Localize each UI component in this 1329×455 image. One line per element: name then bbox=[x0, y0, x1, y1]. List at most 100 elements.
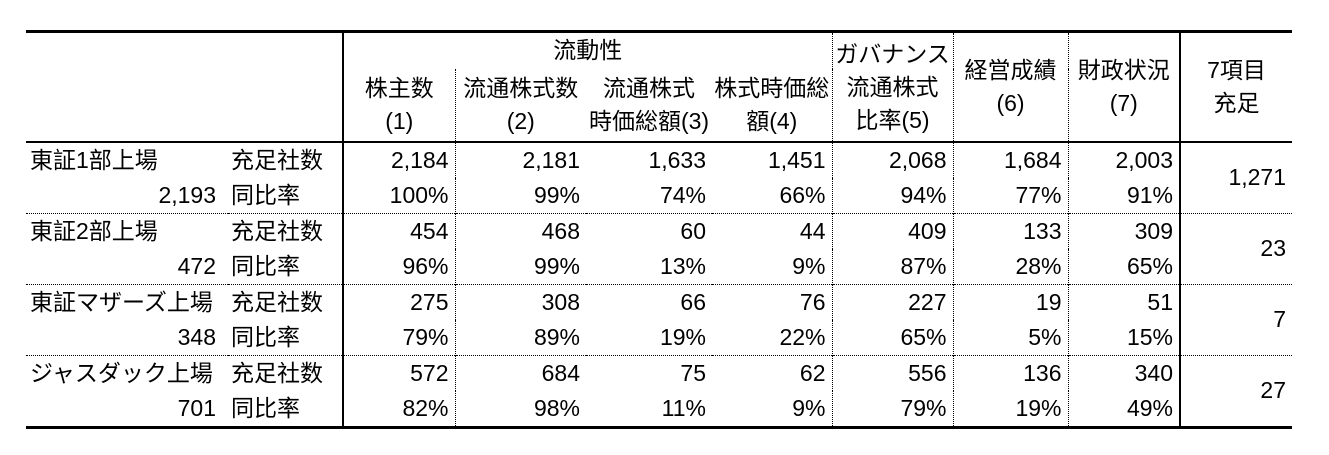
header-shareholders: 株主数 (1) bbox=[343, 69, 456, 142]
count-cell: 1,633 bbox=[586, 141, 712, 178]
count-cell: 2,181 bbox=[455, 141, 586, 178]
ratio-cell: 100% bbox=[343, 178, 456, 214]
count-cell: 308 bbox=[455, 284, 586, 320]
ratio-cell: 49% bbox=[1068, 391, 1181, 428]
header-tradable-shares-line2: (2) bbox=[506, 108, 535, 134]
market-total: 348 bbox=[177, 323, 216, 350]
table-row: ジャスダック上場 充足社数 572 684 75 62 556 136 340 … bbox=[26, 355, 1292, 428]
count-cell: 2,068 bbox=[832, 141, 954, 178]
header-spacer bbox=[26, 31, 344, 142]
count-cell: 66 bbox=[586, 284, 712, 320]
row-label-ratio: 同比率 bbox=[228, 249, 344, 285]
table-row: 東証マザーズ上場 充足社数 275 308 66 76 227 19 51 7 bbox=[26, 284, 1292, 356]
ratio-cell: 87% bbox=[832, 249, 954, 285]
ratio-cell: 28% bbox=[953, 249, 1069, 285]
market-total: 472 bbox=[177, 252, 216, 279]
ratio-cell: 82% bbox=[343, 391, 456, 428]
count-cell: 1,451 bbox=[712, 141, 833, 178]
ratio-cell: 65% bbox=[832, 320, 954, 356]
ratio-cell: 66% bbox=[712, 178, 833, 214]
count-cell: 340 bbox=[1068, 355, 1181, 391]
table-row: 2,193 同比率 100% 99% 74% 66% 94% 77% 91% bbox=[26, 178, 1292, 214]
ratio-cell: 96% bbox=[343, 249, 456, 285]
row-label-satisfied: 充足社数 bbox=[228, 284, 344, 320]
market-total: 2,193 bbox=[158, 181, 216, 208]
count-cell: 136 bbox=[953, 355, 1069, 391]
ratio-cell: 94% bbox=[832, 178, 954, 214]
header-mcap-line1: 株式時価総 bbox=[714, 75, 830, 101]
market-total: 701 bbox=[177, 394, 216, 421]
row-label-ratio: 同比率 bbox=[228, 320, 344, 356]
market-name: 東証マザーズ上場 bbox=[26, 284, 228, 320]
row-label-ratio: 同比率 bbox=[228, 391, 344, 428]
all7-cell: 1,271 bbox=[1180, 141, 1292, 214]
header-financial: 財政状況 (7) bbox=[1068, 31, 1181, 142]
ratio-cell: 89% bbox=[533, 323, 580, 350]
count-cell: 44 bbox=[712, 213, 833, 249]
ratio-cell: 15% bbox=[1068, 320, 1181, 356]
header-liquidity-group: 流動性 bbox=[343, 31, 833, 69]
header-mcap: 株式時価総 額(4) bbox=[712, 69, 833, 142]
table-row: 東証1部上場 充足社数 2,184 2,181 1,633 1,451 2,06… bbox=[26, 141, 1292, 214]
all7-cell: 7 bbox=[1180, 284, 1292, 356]
listing-criteria-table: 流動性 ガバナンス 流通株式 比率(5) 経営成績 (6) 財政状況 (7) 7… bbox=[26, 30, 1292, 429]
count-cell: 51 bbox=[1068, 284, 1181, 320]
header-all7-line2: 充足 bbox=[1213, 90, 1260, 116]
table-row: 701 同比率 82% 98% 11% 9% 79% 19% 49% bbox=[26, 391, 1292, 428]
all7-cell: 23 bbox=[1180, 213, 1292, 285]
ratio-cell: 13% bbox=[659, 252, 706, 279]
ratio-cell: 79% bbox=[343, 320, 456, 356]
ratio-cell: 99% bbox=[533, 181, 580, 208]
header-tradable-mcap-line2: 時価総額(3) bbox=[588, 108, 710, 134]
count-cell: 2,003 bbox=[1068, 141, 1181, 178]
count-cell: 133 bbox=[953, 213, 1069, 249]
ratio-cell: 9% bbox=[712, 249, 833, 285]
header-financial-line1: 財政状況 bbox=[1077, 57, 1170, 83]
count-cell: 409 bbox=[832, 213, 954, 249]
count-cell: 62 bbox=[712, 355, 833, 391]
market-name: ジャスダック上場 bbox=[26, 355, 228, 391]
count-cell: 227 bbox=[832, 284, 954, 320]
count-cell: 684 bbox=[455, 355, 586, 391]
header-performance-line2: (6) bbox=[996, 90, 1025, 116]
header-performance: 経営成績 (6) bbox=[953, 31, 1069, 142]
header-tradable-mcap-line1: 流通株式 bbox=[603, 75, 695, 101]
table-row: 東証2部上場 充足社数 454 468 60 44 409 133 309 23 bbox=[26, 213, 1292, 285]
header-shareholders-line1: 株主数 bbox=[364, 75, 434, 101]
ratio-cell: 9% bbox=[712, 391, 833, 428]
count-cell: 275 bbox=[343, 284, 456, 320]
count-cell: 454 bbox=[343, 213, 456, 249]
ratio-cell: 99% bbox=[533, 252, 580, 279]
count-cell: 556 bbox=[832, 355, 954, 391]
count-cell: 309 bbox=[1068, 213, 1181, 249]
ratio-cell: 65% bbox=[1068, 249, 1181, 285]
ratio-cell: 91% bbox=[1068, 178, 1181, 214]
ratio-cell: 19% bbox=[953, 391, 1069, 428]
header-governance-line3: 比率(5) bbox=[855, 106, 930, 133]
ratio-cell: 5% bbox=[953, 320, 1069, 356]
count-cell: 2,184 bbox=[343, 141, 456, 178]
header-governance-line1: ガバナンス bbox=[835, 40, 950, 67]
header-governance-ratio: ガバナンス 流通株式 比率(5) bbox=[832, 31, 954, 142]
ratio-cell: 79% bbox=[832, 391, 954, 428]
ratio-cell: 19% bbox=[659, 323, 706, 350]
ratio-cell: 98% bbox=[533, 394, 580, 421]
count-cell: 76 bbox=[712, 284, 833, 320]
header-all7: 7項目 充足 bbox=[1180, 32, 1292, 143]
ratio-cell: 11% bbox=[661, 394, 706, 421]
header-tradable-shares-line1: 流通株式数 bbox=[463, 75, 579, 101]
header-all7-line1: 7項目 bbox=[1207, 57, 1266, 83]
header-shareholders-line2: (1) bbox=[385, 108, 414, 134]
market-name: 東証1部上場 bbox=[26, 141, 228, 178]
header-tradable-mcap: 流通株式 時価総額(3) bbox=[586, 69, 712, 142]
count-cell: 19 bbox=[953, 284, 1069, 320]
all7-cell: 27 bbox=[1180, 355, 1292, 428]
table-row: 472 同比率 96% 99% 13% 9% 87% 28% 65% bbox=[26, 249, 1292, 285]
row-label-satisfied: 充足社数 bbox=[228, 141, 344, 178]
count-cell: 75 bbox=[586, 355, 712, 391]
ratio-cell: 22% bbox=[712, 320, 833, 356]
table-row: 348 同比率 79% 89% 19% 22% 65% 5% 15% bbox=[26, 320, 1292, 356]
ratio-cell: 77% bbox=[953, 178, 1069, 214]
count-cell: 572 bbox=[343, 355, 456, 391]
